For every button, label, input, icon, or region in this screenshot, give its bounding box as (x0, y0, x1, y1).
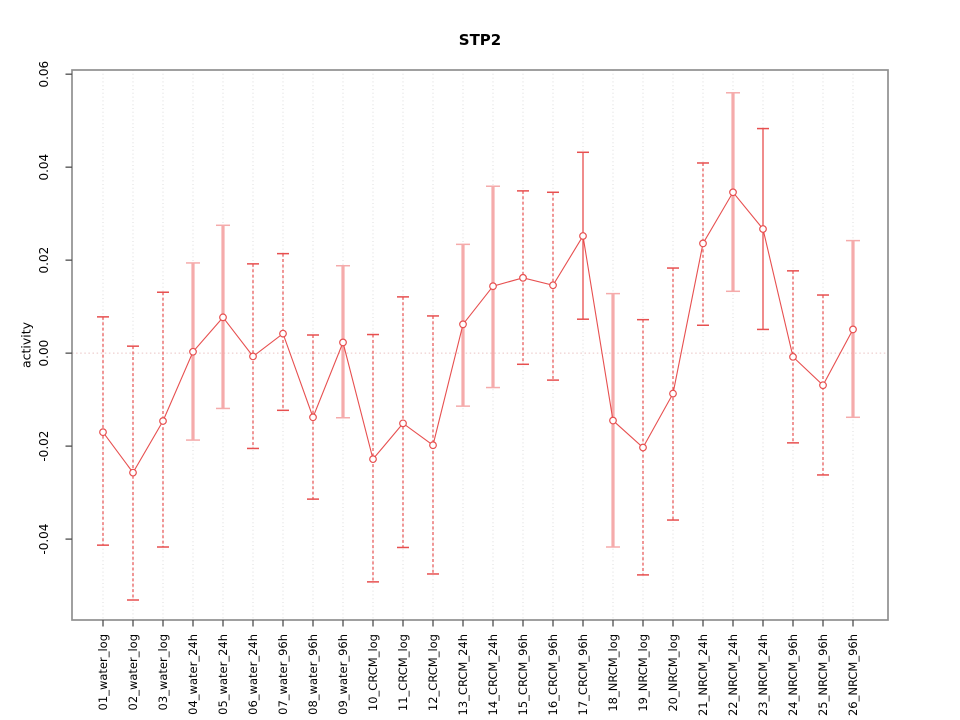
y-tick-label: 0.06 (37, 61, 51, 88)
data-point (579, 232, 587, 240)
x-tick-label: 17_CRCM_96h (576, 634, 590, 715)
data-point (99, 428, 107, 437)
data-point (819, 381, 827, 390)
x-tick-label: 26_NRCM_96h (846, 634, 860, 716)
x-tick-label: 09_water_96h (336, 634, 350, 715)
x-tick-label: 02_water_log (126, 634, 140, 710)
x-tick-label: 12_CRCM_log (426, 634, 440, 711)
data-point (249, 352, 257, 361)
data-point (609, 416, 617, 425)
data-point (759, 225, 767, 233)
y-tick-label: 0.04 (37, 154, 51, 181)
x-tick-label: 04_water_24h (186, 634, 200, 715)
x-tick-label: 03_water_log (156, 634, 170, 710)
data-point (699, 239, 707, 248)
data-point (129, 468, 137, 477)
data-point (549, 281, 557, 290)
y-tick-label: -0.04 (37, 524, 51, 555)
data-point (729, 188, 737, 197)
data-point (189, 347, 197, 356)
y-tick-label: -0.02 (37, 431, 51, 462)
y-tick-label: 0.02 (37, 247, 51, 274)
x-tick-label: 15_CRCM_96h (516, 634, 530, 715)
data-point (489, 282, 497, 291)
x-tick-label: 18_NRCM_log (606, 634, 620, 712)
x-tick-label: 16_CRCM_96h (546, 634, 560, 715)
data-point (399, 419, 407, 428)
data-point (309, 413, 317, 422)
x-tick-label: 19_NRCM_log (636, 634, 650, 712)
x-tick-label: 10_CRCM_log (366, 634, 380, 711)
x-tick-label: 13_CRCM_24h (456, 634, 470, 715)
plot-box (71, 69, 889, 621)
data-point (369, 455, 377, 464)
data-point (519, 273, 527, 282)
x-tick-label: 08_water_96h (306, 634, 320, 715)
x-tick-label: 22_NRCM_24h (726, 634, 740, 716)
data-point (459, 320, 467, 329)
x-tick-label: 24_NRCM_96h (786, 634, 800, 716)
data-point (669, 389, 677, 398)
data-point (279, 329, 287, 338)
x-tick-label: 01_water_log (96, 634, 110, 710)
data-point (339, 338, 347, 347)
data-point (429, 441, 437, 450)
chart-title: STP2 (458, 31, 502, 49)
series-line (102, 191, 854, 474)
x-tick-label: 20_NRCM_log (666, 634, 680, 712)
x-tick-label: 11_CRCM_log (396, 634, 410, 711)
x-tick-label: 05_water_24h (216, 634, 230, 715)
data-point (849, 325, 857, 334)
x-tick-label: 07_water_96h (276, 634, 290, 715)
data-point (639, 443, 647, 452)
data-point (219, 313, 227, 322)
x-tick-label: 23_NRCM_24h (756, 634, 770, 716)
x-tick-label: 14_CRCM_24h (486, 634, 500, 715)
data-point (159, 417, 167, 425)
x-tick-label: 06_water_24h (246, 634, 260, 715)
data-point (789, 352, 797, 361)
y-tick-label: 0.00 (37, 340, 51, 367)
x-tick-label: 25_NRCM_96h (816, 634, 830, 716)
x-tick-label: 21_NRCM_24h (696, 634, 710, 716)
